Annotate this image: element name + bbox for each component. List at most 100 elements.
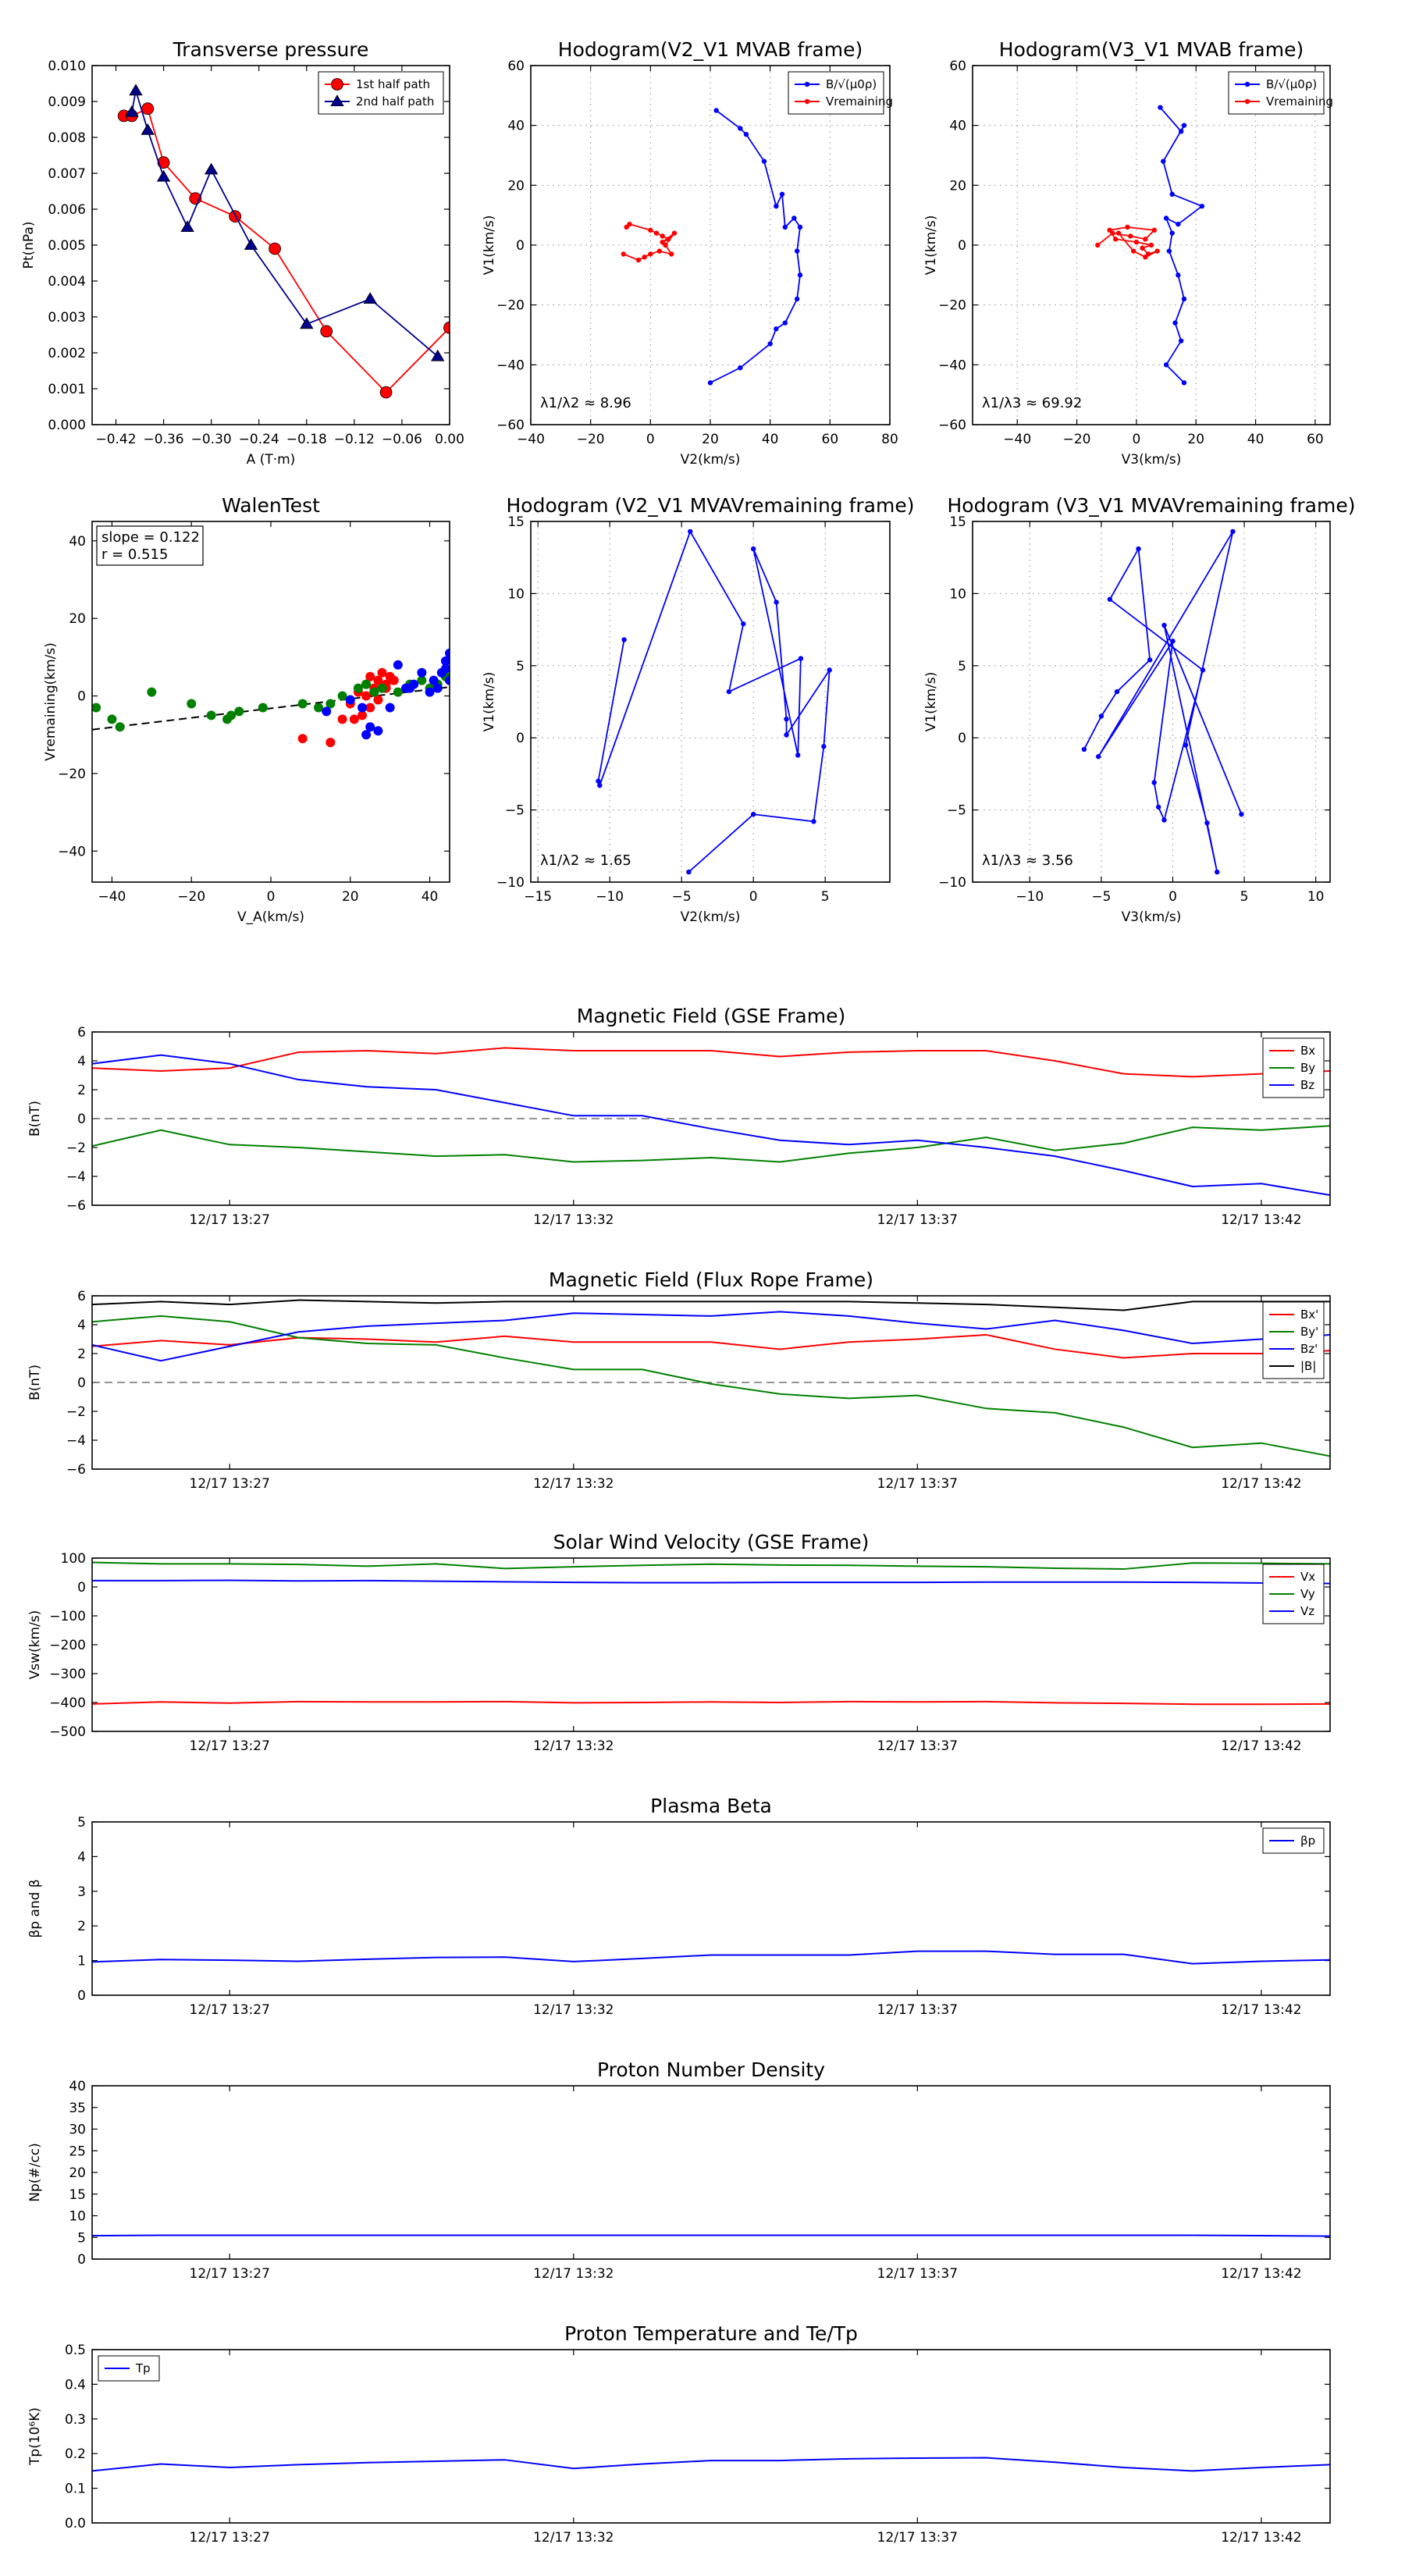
data-point [1140,245,1145,251]
data-point [258,703,268,713]
y-tick-label: 5 [516,659,525,674]
legend-label: Vx [1300,1570,1315,1584]
y-tick-label: −10 [496,875,525,891]
y-tick-label: −10 [938,875,966,891]
data-point [1181,380,1187,386]
data-point [1176,221,1181,227]
data-point [125,105,139,117]
data-point [322,706,332,717]
y-tick-label: 0.010 [48,59,86,74]
data-point [811,819,816,824]
data-point [597,782,603,788]
data-point [353,683,363,693]
data-point [417,667,427,678]
x-tick-label: 12/17 13:32 [533,1212,614,1228]
data-point [1181,123,1187,128]
y-tick-label: 3 [77,1884,86,1900]
data-point [92,703,101,713]
data-point [129,84,143,96]
data-point [314,703,324,713]
legend-label: Vz [1300,1604,1314,1618]
legend-marker [331,78,343,91]
legend-label: By' [1300,1325,1318,1339]
data-point [686,869,692,875]
y-tick-label: 0.005 [48,238,86,254]
legend: Bx' By' Bz' |B| [1262,1301,1325,1379]
y-tick-label: 0 [77,2252,86,2268]
data-point [688,528,693,535]
x-tick-label: 60 [822,432,839,447]
y-axis-label: Tp(10⁶K) [27,2407,43,2466]
legend-label: Vremaining [826,94,893,109]
data-point [1199,203,1205,209]
series-line-1 [92,1315,1330,1457]
y-tick-label: 25 [69,2144,86,2159]
data-point [1114,688,1120,695]
y-tick-label: −2 [66,1140,86,1156]
legend-label: By [1300,1061,1315,1075]
legend: Vx Vy Vz [1262,1564,1325,1624]
data-point [660,233,665,239]
y-tick-label: −6 [66,1198,86,1214]
y-axis-label: V1(km/s) [482,672,497,732]
x-tick-label: 12/17 13:42 [1221,2530,1301,2546]
y-tick-label: 60 [949,59,966,74]
data-point [1163,362,1169,368]
y-tick-label: −4 [66,1433,86,1449]
y-tick-label: 0.006 [48,202,86,218]
chart-ts_vsw: Solar Wind Velocity (GSE Frame) 12/17 13:… [27,1531,1331,1754]
chart-hodo2: Hodogram(V3_V1 MVAB frame) −40 −20 0 20 40 60 −… [923,38,1333,468]
y-tick-label: −20 [58,767,86,782]
data-point [1183,742,1189,748]
series-line-2 [92,1311,1330,1362]
y-tick-label: −5 [947,803,966,819]
data-point [445,675,450,685]
data-point [1204,820,1210,826]
data-point [782,320,788,326]
legend: Bx By Bz [1262,1037,1325,1098]
data-point [1178,129,1184,134]
data-point [596,778,601,784]
data-point [779,191,785,197]
y-tick-label: 5 [77,2230,86,2246]
eigenvalue-ratio: λ1/λ3 ≈ 3.56 [982,852,1073,869]
plot-content [621,108,803,386]
x-tick-label: −40 [517,432,545,447]
plot-frame [530,65,891,425]
legend-label: Bx' [1300,1308,1318,1322]
chart-title: Magnetic Field (GSE Frame) [577,1005,845,1027]
stats-box [96,525,204,566]
data-point [666,237,671,242]
x-tick-label: 0 [267,889,276,905]
y-tick-label: 0 [516,238,525,254]
x-tick-label: 12/17 13:37 [877,1212,958,1228]
x-tick-label: 12/17 13:42 [1221,2266,1301,2282]
y-tick-label: 0.5 [65,2343,86,2358]
data-point [369,687,379,697]
legend-marker [804,81,810,87]
data-point [234,706,244,717]
data-point [365,722,375,732]
data-point [635,257,642,263]
y-tick-label: 10 [69,2209,86,2225]
data-point [1178,338,1184,343]
legend: βp [1262,1827,1325,1854]
chart-ts_np: Proton Number Density 12/17 13:27 12/17 13… [27,2058,1331,2282]
x-tick-label: 12/17 13:27 [190,2530,270,2546]
y-tick-label: 20 [507,178,525,194]
y-tick-label: 35 [69,2101,86,2116]
data-point [1130,248,1136,254]
data-point [1230,528,1236,535]
x-tick-label: 40 [422,889,439,905]
y-tick-label: −20 [938,298,966,314]
chart-hodo4: Hodogram (V3_V1 MVAVremaining frame) −10 −… [923,494,1356,925]
legend: B/√(μ0ρ) Vremaining [1228,71,1333,115]
plot-content [92,1950,1330,1965]
series-line-2 [92,1054,1330,1197]
x-tick-label: 12/17 13:32 [533,1738,614,1754]
eigenvalue-ratio: λ1/λ3 ≈ 69.92 [982,395,1082,411]
data-point [668,251,674,257]
data-point [300,317,314,329]
y-axis-label: B(nT) [27,1364,43,1400]
y-tick-label: 40 [507,119,525,134]
